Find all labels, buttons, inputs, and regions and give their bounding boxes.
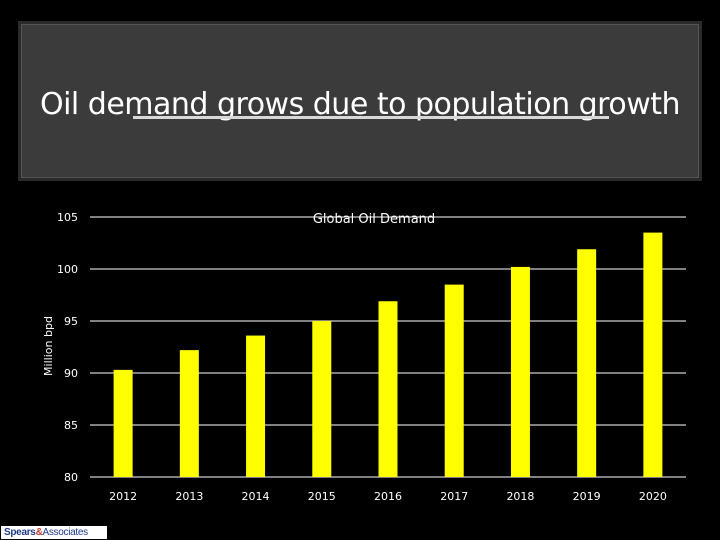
y-tick-label: 95	[64, 315, 78, 328]
bar	[246, 335, 266, 477]
y-axis-label: Million bpd	[42, 316, 55, 376]
bar	[113, 369, 133, 477]
logo-company: Spears	[4, 527, 36, 538]
bar	[444, 284, 464, 477]
x-tick-label: 2012	[109, 490, 137, 503]
x-tick-label: 2014	[242, 490, 270, 503]
title-underline	[133, 116, 609, 119]
x-tick-label: 2013	[175, 490, 203, 503]
chart-title: Global Oil Demand	[313, 212, 435, 227]
x-tick-label: 2015	[308, 490, 336, 503]
logo-ampersand: &	[35, 527, 43, 538]
bar	[378, 301, 398, 477]
y-tick-label: 105	[57, 211, 78, 224]
y-tick-label: 85	[64, 419, 78, 432]
x-tick-label: 2017	[440, 490, 468, 503]
company-logo: Spears & Associates	[1, 526, 107, 539]
logo-suffix: Associates	[42, 527, 88, 538]
bar	[312, 321, 332, 477]
title-banner: Oil demand grows due to population growt…	[18, 21, 702, 181]
bar	[643, 232, 663, 477]
bar	[179, 350, 199, 477]
y-tick-label: 80	[64, 471, 78, 484]
bar	[577, 249, 597, 477]
y-tick-label: 100	[57, 263, 78, 276]
x-tick-label: 2016	[374, 490, 402, 503]
bar	[510, 266, 530, 477]
x-tick-label: 2020	[639, 490, 667, 503]
x-tick-label: 2018	[506, 490, 534, 503]
y-tick-label: 90	[64, 367, 78, 380]
x-tick-label: 2019	[573, 490, 601, 503]
